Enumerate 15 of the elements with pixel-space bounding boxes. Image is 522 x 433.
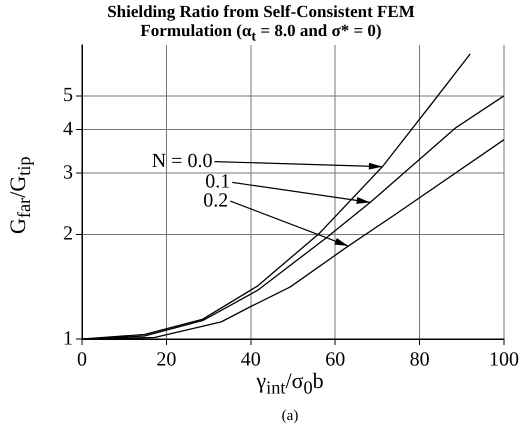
y-tick-label: 3 [63,161,73,184]
annotation: N = 0.0 [152,150,212,172]
x-tick-label: 60 [325,348,346,370]
text: (a) [280,408,300,425]
x-tick-label: 0 [77,348,87,370]
x-axis-title: γ$_{int}$/σ$_{0}$b [256,368,324,398]
chart-title: Shielding Ratio from Self-Consistent FEM Formulation (α$_{t}$ = 8.0 and σ* = 0) [106,2,416,46]
y-tick-label: 1 [63,327,73,350]
x-tick-label: 100 [489,348,519,370]
x-tick-label: 80 [410,348,430,370]
y-tick-label: 5 [63,84,73,106]
y-tick-label: 4 [63,118,73,140]
y-tick-label: 2 [63,222,73,245]
x-tick-label: 20 [156,348,176,370]
x-tick-label: 40 [240,348,261,370]
